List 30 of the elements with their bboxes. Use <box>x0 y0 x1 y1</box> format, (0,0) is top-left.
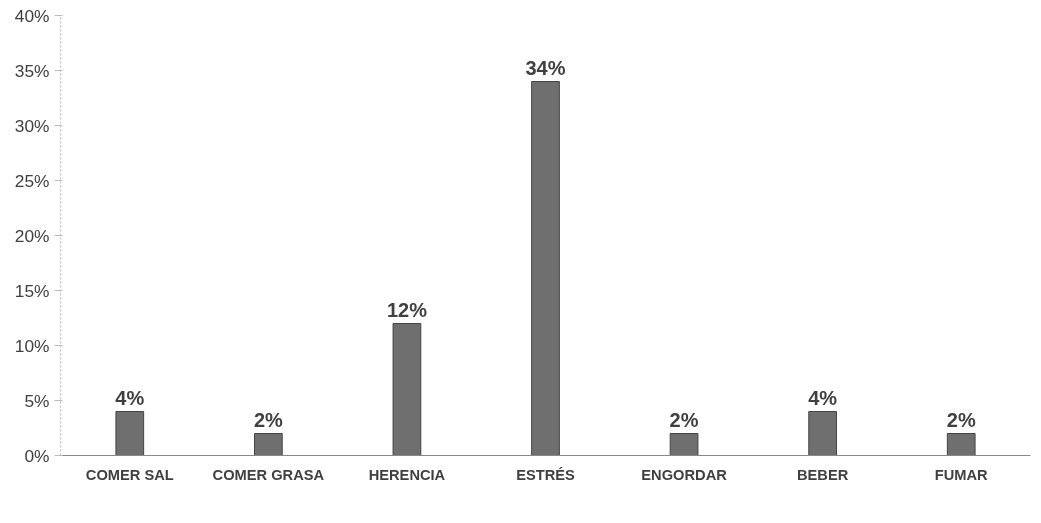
data-label: 4% <box>808 386 838 409</box>
bar <box>669 433 699 456</box>
bar <box>254 433 283 456</box>
data-label: 12% <box>386 298 428 321</box>
data-label: 2% <box>669 408 699 431</box>
x-tick-label: FUMAR <box>934 466 989 483</box>
x-tick-label: COMER GRASA <box>212 466 325 483</box>
bar <box>808 411 837 456</box>
bar <box>115 411 145 456</box>
y-tick-label: 5% <box>24 390 50 411</box>
y-tick-label: 10% <box>14 335 50 356</box>
y-tick-label: 0% <box>24 445 50 466</box>
bar <box>392 323 422 456</box>
data-label: 4% <box>115 386 145 409</box>
x-tick-label: HERENCIA <box>368 466 446 483</box>
bar <box>531 81 560 456</box>
x-tick-label: COMER SAL <box>85 466 174 483</box>
x-tick-label: ESTRÉS <box>516 466 576 483</box>
y-tick-label: 25% <box>14 170 50 191</box>
y-tick-label: 35% <box>14 60 50 81</box>
y-tick-label: 15% <box>14 280 50 301</box>
x-tick-label: BEBER <box>796 466 849 483</box>
data-label: 2% <box>253 408 284 431</box>
y-tick-label: 30% <box>14 115 50 136</box>
y-tick-label: 40% <box>14 5 50 26</box>
bar <box>946 433 976 456</box>
data-label: 2% <box>946 408 976 431</box>
data-label: 34% <box>525 56 566 79</box>
x-tick-label: ENGORDAR <box>641 466 728 483</box>
y-tick-label: 20% <box>14 225 50 246</box>
